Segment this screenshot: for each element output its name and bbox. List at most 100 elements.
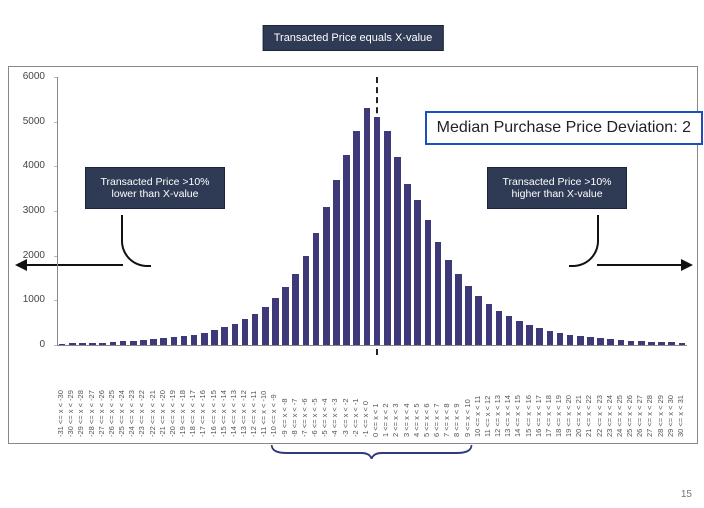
histogram-bar: [445, 260, 452, 345]
x-tick-label: -31 <= x < -30: [56, 390, 65, 437]
histogram-bar: [171, 337, 178, 345]
x-tick-label: -23 <= x < -22: [137, 390, 146, 437]
x-tick-label: -27 <= x < -26: [97, 390, 106, 437]
x-tick-label: -4 <= x < -3: [330, 398, 339, 437]
x-tick-label: 24 <= x < 25: [615, 395, 624, 437]
x-tick-label: -19 <= x < -18: [178, 390, 187, 437]
x-tick-label: 25 <= x < 26: [625, 395, 634, 437]
x-tick-label: -30 <= x < -29: [66, 390, 75, 437]
histogram-bar: [211, 330, 218, 345]
page-number: 15: [681, 489, 692, 500]
x-tick-label: 26 <= x < 27: [635, 395, 644, 437]
histogram-bar: [404, 184, 411, 345]
x-tick-label: -10 <= x < -9: [269, 394, 278, 437]
x-tick-label: 3 <= x < 4: [402, 403, 411, 437]
x-tick-label: -9 <= x < -8: [280, 398, 289, 437]
x-tick-label: -25 <= x < -24: [117, 390, 126, 437]
histogram-bar: [221, 327, 228, 345]
histogram-bar: [282, 287, 289, 345]
callout-left: Transacted Price >10% lower than X-value: [85, 167, 225, 209]
x-tick-label: 21 <= x < 22: [584, 395, 593, 437]
histogram-bar: [455, 274, 462, 345]
x-tick-label: -17 <= x < -16: [198, 390, 207, 437]
y-tick-label: 0: [11, 339, 45, 350]
histogram-bar: [557, 333, 564, 345]
x-tick-label: 8 <= x < 9: [452, 403, 461, 437]
x-tick-label: 18 <= x < 19: [554, 395, 563, 437]
histogram-bar: [333, 180, 340, 345]
histogram-bar: [313, 233, 320, 345]
histogram-bar: [526, 325, 533, 345]
y-tick-label: 1000: [11, 294, 45, 305]
histogram-bar: [394, 157, 401, 345]
histogram-bar: [181, 336, 188, 345]
x-tick-label: -16 <= x < -15: [209, 390, 218, 437]
x-tick-label: 11 <= x < 12: [483, 396, 492, 437]
y-tick-label: 4000: [11, 160, 45, 171]
x-tick-label: 9 <= x < 10: [463, 399, 472, 437]
histogram-bar: [252, 314, 259, 345]
arrow-right-head: [681, 259, 693, 271]
x-tick-label: 22 <= x < 23: [595, 395, 604, 437]
histogram-bar: [577, 336, 584, 345]
histogram-bar: [587, 337, 594, 345]
arrow-left-head: [15, 259, 27, 271]
x-tick-label: -26 <= x < -25: [107, 390, 116, 437]
histogram-bar: [567, 335, 574, 345]
histogram-bar: [597, 338, 604, 345]
x-tick-label: 19 <= x < 20: [564, 395, 573, 437]
y-axis-line: [57, 77, 58, 345]
x-axis-line: [57, 345, 687, 346]
x-tick-label: 20 <= x < 21: [574, 395, 583, 437]
arrow-left-line: [25, 264, 123, 266]
x-tick-label: -5 <= x < -4: [320, 398, 329, 437]
callout-top: Transacted Price equals X-value: [263, 25, 444, 51]
histogram-bar: [425, 220, 432, 345]
x-tick-label: 0 <= x < 1: [371, 403, 380, 437]
histogram-bar: [323, 207, 330, 345]
plot-area: [57, 77, 687, 345]
x-tick-label: -7 <= x < -6: [300, 398, 309, 437]
histogram-bar: [496, 311, 503, 345]
x-tick-label: -2 <= x < -1: [351, 398, 360, 437]
arrow-right-line: [597, 264, 683, 266]
callout-right: Transacted Price >10% higher than X-valu…: [487, 167, 627, 209]
histogram-bar: [465, 286, 472, 345]
x-tick-label: -8 <= x < -7: [290, 398, 299, 437]
x-axis-labels: -31 <= x < -30-30 <= x < -29-29 <= x < -…: [57, 349, 687, 437]
x-tick-label: 10 <= x < 11: [473, 396, 482, 437]
histogram-bar: [516, 321, 523, 345]
histogram-bar: [242, 319, 249, 345]
histogram-bar: [232, 324, 239, 345]
x-tick-label: 12 <= x < 13: [493, 395, 502, 437]
histogram-bar: [303, 256, 310, 345]
x-tick-label: -12 <= x < -11: [249, 391, 258, 437]
x-tick-label: 30 <= x < 31: [676, 395, 685, 437]
chart-frame: Transacted Price equals X-value Median P…: [8, 66, 698, 444]
histogram-bar: [272, 298, 279, 345]
histogram-bar: [475, 296, 482, 345]
x-tick-label: -24 <= x < -23: [127, 390, 136, 437]
histogram-bar: [191, 335, 198, 345]
histogram-bar: [547, 331, 554, 345]
x-tick-label: -14 <= x < -13: [229, 390, 238, 437]
histogram-bar: [414, 200, 421, 345]
x-tick-label: 6 <= x < 7: [432, 403, 441, 437]
x-tick-label: -20 <= x < -19: [168, 390, 177, 437]
x-tick-label: 27 <= x < 28: [645, 395, 654, 437]
y-tick-label: 6000: [11, 71, 45, 82]
x-tick-label: -18 <= x < -17: [188, 390, 197, 437]
histogram-bar: [201, 333, 208, 346]
histogram-bar: [364, 108, 371, 345]
histogram-bar: [292, 274, 299, 345]
histogram-bar: [506, 316, 513, 345]
histogram-bar: [536, 328, 543, 345]
x-tick-label: 5 <= x < 6: [422, 403, 431, 437]
histogram-bar: [435, 242, 442, 345]
x-tick-label: -1 <= x < 0: [361, 401, 370, 437]
x-tick-label: -3 <= x < -2: [341, 398, 350, 437]
x-tick-label: 16 <= x < 17: [534, 395, 543, 437]
histogram-bar: [160, 338, 167, 345]
histogram-bar: [353, 131, 360, 345]
histogram-bar: [343, 155, 350, 345]
